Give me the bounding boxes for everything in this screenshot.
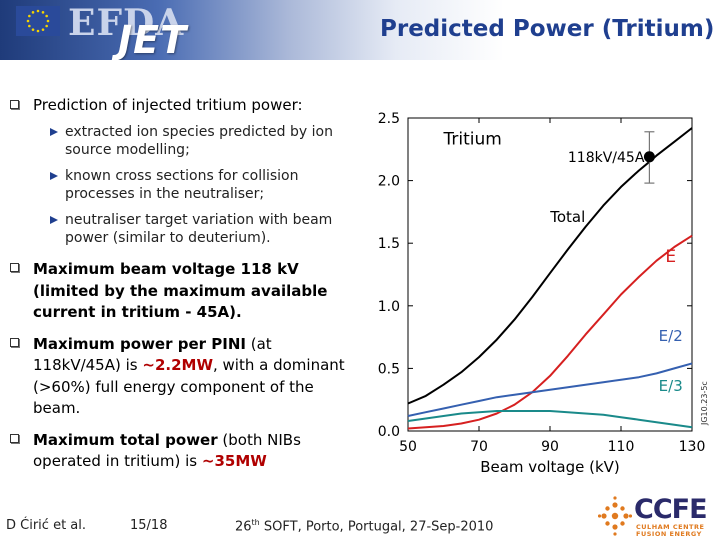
page-number: 15/18 (130, 518, 168, 533)
bullet-max-power-pini: Maximum power per PINI (at 118kV/45A) is… (8, 334, 348, 420)
sub-bullet-item: known cross sections for collision proce… (8, 167, 348, 203)
x-tick-label: 90 (541, 439, 559, 455)
y-tick-label: 1.0 (378, 299, 400, 315)
figure-code: JG10.23-5c (700, 381, 709, 426)
checkbox-bullet-icon (10, 433, 19, 443)
bullet-prediction: Prediction of injected tritium power: (8, 96, 348, 115)
triangle-bullet-icon (50, 128, 58, 136)
sub-bullet-item: extracted ion species predicted by ion s… (8, 123, 348, 159)
y-tick-label: 1.5 (378, 236, 400, 252)
sub-bullet-item: neutraliser target variation with beam p… (8, 211, 348, 247)
conference-info: 26th SOFT, Porto, Portugal, 27-Sep-2010 (235, 518, 494, 535)
power-value: ~2.2MW (142, 356, 213, 374)
bullet-max-total-power: Maximum total power (both NIBs operated … (8, 430, 348, 473)
jet-logo: JET (118, 18, 188, 60)
slide-title: Predicted Power (Tritium) (380, 16, 715, 42)
power-chart: 0.0 0.5 1.0 1.5 2.0 2.5 50 70 90 110 130 Beam volta… (378, 111, 709, 476)
ccfe-logo-subtitle: CULHAM CENTRE FUSION ENERGY (636, 523, 705, 538)
y-tick-label: 0.0 (378, 424, 400, 440)
ccfe-sun-icon (598, 496, 632, 536)
x-axis-label: Beam voltage (kV) (480, 458, 620, 476)
x-tick-label: 70 (470, 439, 488, 455)
bullet-text: (at 118kV/45A) is (33, 334, 272, 375)
sub-bullet-text: neutraliser target variation with beam p… (65, 212, 333, 246)
y-tick-label: 2.5 (378, 111, 400, 127)
ccfe-logo: CCFE CULHAM CENTRE FUSION ENERGY (598, 494, 716, 538)
series-label-e-3: E/3 (659, 377, 683, 395)
bullet-text: (both NIBs operated in tritium) is (33, 430, 301, 471)
checkbox-bullet-icon (10, 263, 19, 272)
chart-title: Tritium (443, 129, 502, 149)
triangle-bullet-icon (50, 172, 58, 180)
eu-flag-icon (16, 6, 60, 36)
series-line-e-2 (407, 362, 693, 417)
y-tick-label: 2.0 (378, 174, 400, 190)
x-tick-label: 110 (608, 439, 635, 455)
operating-point (643, 151, 655, 163)
checkbox-bullet-icon (10, 337, 19, 347)
series-line-e (407, 234, 693, 430)
sub-bullet-list: extracted ion species predicted by ion s… (8, 123, 348, 247)
bullet-bold-text: Maximum power per PINI (33, 334, 246, 353)
sub-bullet-text: known cross sections for collision proce… (65, 168, 299, 202)
operating-point-label: 118kV/45A (568, 150, 645, 166)
bullet-max-voltage: Maximum beam voltage 118 kV (limited by … (8, 259, 348, 324)
series-label-e-2: E/2 (659, 327, 683, 345)
bullet-list: Prediction of injected tritium power: ex… (8, 96, 348, 473)
total-power-value: ~35MW (201, 452, 267, 470)
series-label-e: E (665, 247, 676, 267)
sub-bullet-text: extracted ion species predicted by ion s… (65, 124, 333, 158)
series-line-e-3 (407, 410, 693, 429)
y-tick-label: 0.5 (378, 361, 400, 377)
triangle-bullet-icon (50, 216, 58, 224)
x-tick-label: 50 (399, 439, 417, 455)
series-label-total: Total (549, 208, 585, 226)
efda-logo: EFDA (68, 2, 185, 44)
ccfe-logo-text: CCFE (634, 494, 708, 525)
header-banner: EFDA JET Predicted Power (Tritium) (0, 0, 720, 60)
bullet-text: Maximum beam voltage 118 kV (limited by … (33, 260, 328, 321)
bullet-text: , with a dominant (>60%) full energy com… (33, 356, 345, 417)
x-tick-label: 130 (679, 439, 706, 455)
bullet-text: Prediction of injected tritium power: (33, 96, 303, 114)
bullet-bold-text: Maximum total power (33, 430, 218, 449)
checkbox-bullet-icon (10, 100, 19, 109)
footer-author: D Ćirić et al. (6, 518, 87, 533)
